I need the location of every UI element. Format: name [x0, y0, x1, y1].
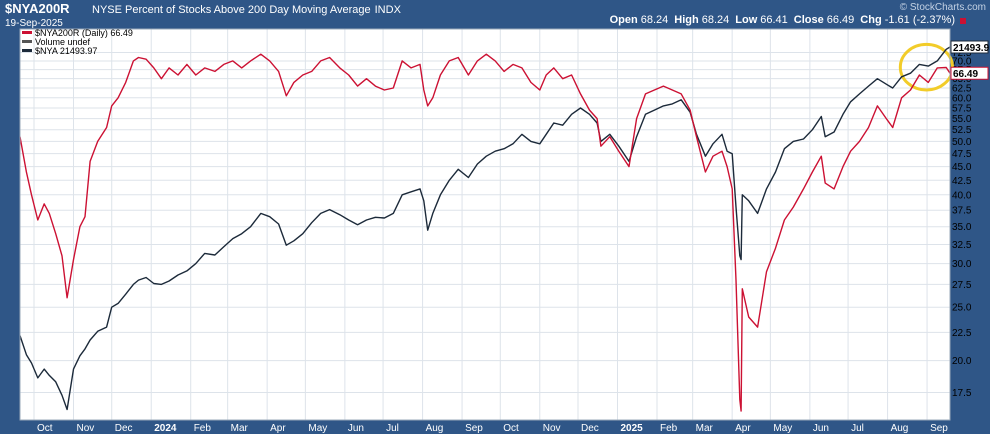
chart-description: NYSE Percent of Stocks Above 200 Day Mov… [92, 4, 402, 16]
x-tick-label: Feb [194, 423, 212, 434]
legend-volume: Volume undef [35, 37, 91, 47]
last-value-box [950, 40, 989, 54]
y-tick-label: 47.5 [952, 149, 972, 160]
chart-symbol: $NYA200R [5, 1, 70, 16]
last-value-box [950, 66, 989, 80]
y-tick-label: 37.5 [952, 206, 972, 217]
x-tick-label: Nov [543, 423, 561, 434]
chart-exchange: INDX [375, 4, 402, 16]
y-tick-label: 50.0 [952, 137, 972, 148]
legend-swatch-secondary [22, 49, 32, 52]
series-layer [19, 46, 951, 412]
legend-primary: $NYA200R (Daily) 66.49 [35, 28, 133, 38]
chart-description-text: NYSE Percent of Stocks Above 200 Day Mov… [92, 4, 371, 16]
legend-swatch-volume [22, 40, 32, 43]
y-tick-label: 42.5 [952, 176, 972, 187]
y-tick-label: 55.0 [952, 114, 972, 125]
grid [20, 29, 950, 420]
x-tick-label: Apr [735, 423, 751, 434]
x-axis: Oct Nov Dec 2024 Feb Mar Apr May Jun Jul Aug Sep Oct… [37, 423, 948, 434]
open-label: Open [610, 14, 638, 26]
x-tick-label: Oct [503, 423, 519, 434]
plot-border [19, 28, 951, 421]
chart-header: $NYA200R NYSE Percent of Stocks Above 20… [5, 1, 986, 29]
legend: $NYA200R (Daily) 66.49 Volume undef $NYA… [22, 28, 133, 56]
high-label: High [674, 14, 699, 26]
x-tick-label: 2024 [154, 423, 177, 434]
y-tick-label: 70.0 [952, 56, 972, 67]
y-tick-label: 20.0 [952, 356, 972, 367]
chart-date: 19-Sep-2025 [5, 18, 63, 29]
x-tick-label: Jun [348, 423, 364, 434]
x-tick-label: 2025 [620, 423, 643, 434]
close-value: 66.49 [827, 14, 855, 26]
low-label: Low [735, 14, 757, 26]
x-tick-label: Dec [581, 423, 599, 434]
high-value: 68.24 [702, 14, 730, 26]
low-value: 66.41 [760, 14, 788, 26]
chg-value: -1.61 (-2.37%) [885, 14, 955, 26]
x-tick-label: Sep [930, 423, 948, 434]
y-tick-label: 32.5 [952, 240, 972, 251]
plot-area [20, 29, 950, 420]
x-tick-label: Aug [426, 423, 444, 434]
y-tick-label: 17.5 [952, 388, 972, 399]
x-tick-label: May [308, 423, 327, 434]
last-value-label: 66.49 [953, 69, 978, 80]
y-tick-label: 35.0 [952, 222, 972, 233]
legend-secondary: $NYA 21493.97 [35, 46, 97, 56]
x-tick-label: Sep [465, 423, 483, 434]
x-tick-label: May [773, 423, 792, 434]
x-tick-label: Oct [37, 423, 53, 434]
red-square-marker [960, 18, 966, 24]
y-tick-label: 25.0 [952, 303, 972, 314]
y-tick-label: 22.5 [952, 328, 972, 339]
y-tick-label: 40.0 [952, 190, 972, 201]
y-tick-label: 62.5 [952, 84, 972, 95]
watermark: © StockCharts.com [900, 2, 986, 13]
y-tick-label: 72.5 [952, 48, 972, 59]
x-tick-label: Jul [851, 423, 864, 434]
y-tick-label: 45.0 [952, 162, 972, 173]
x-tick-label: Mar [231, 423, 249, 434]
series-line-nya [19, 46, 951, 411]
last-value-label: 21493.9 [953, 43, 990, 54]
x-tick-label: Jun [813, 423, 829, 434]
x-tick-label: Nov [77, 423, 95, 434]
close-label: Close [794, 14, 824, 26]
last-value-labels: 21493.9 66.49 [950, 40, 990, 80]
open-value: 68.24 [641, 14, 669, 26]
series-line-nya200r [19, 53, 951, 412]
legend-swatch-primary [22, 31, 32, 34]
x-tick-label: Mar [696, 423, 714, 434]
x-tick-label: Aug [891, 423, 909, 434]
x-tick-label: Apr [270, 423, 286, 434]
y-tick-label: 57.5 [952, 103, 972, 114]
y-tick-label: 60.0 [952, 93, 972, 104]
x-tick-label: Dec [115, 423, 133, 434]
y-tick-label: 52.5 [952, 125, 972, 136]
x-tick-label: Feb [660, 423, 678, 434]
y-tick-label: 30.0 [952, 259, 972, 270]
y-tick-label: 27.5 [952, 280, 972, 291]
x-tick-label: Jul [386, 423, 399, 434]
ohlc-readout: Open 68.24 High 68.24 Low 66.41 Close 66.49 Chg -… [610, 14, 955, 26]
chg-label: Chg [860, 14, 881, 26]
